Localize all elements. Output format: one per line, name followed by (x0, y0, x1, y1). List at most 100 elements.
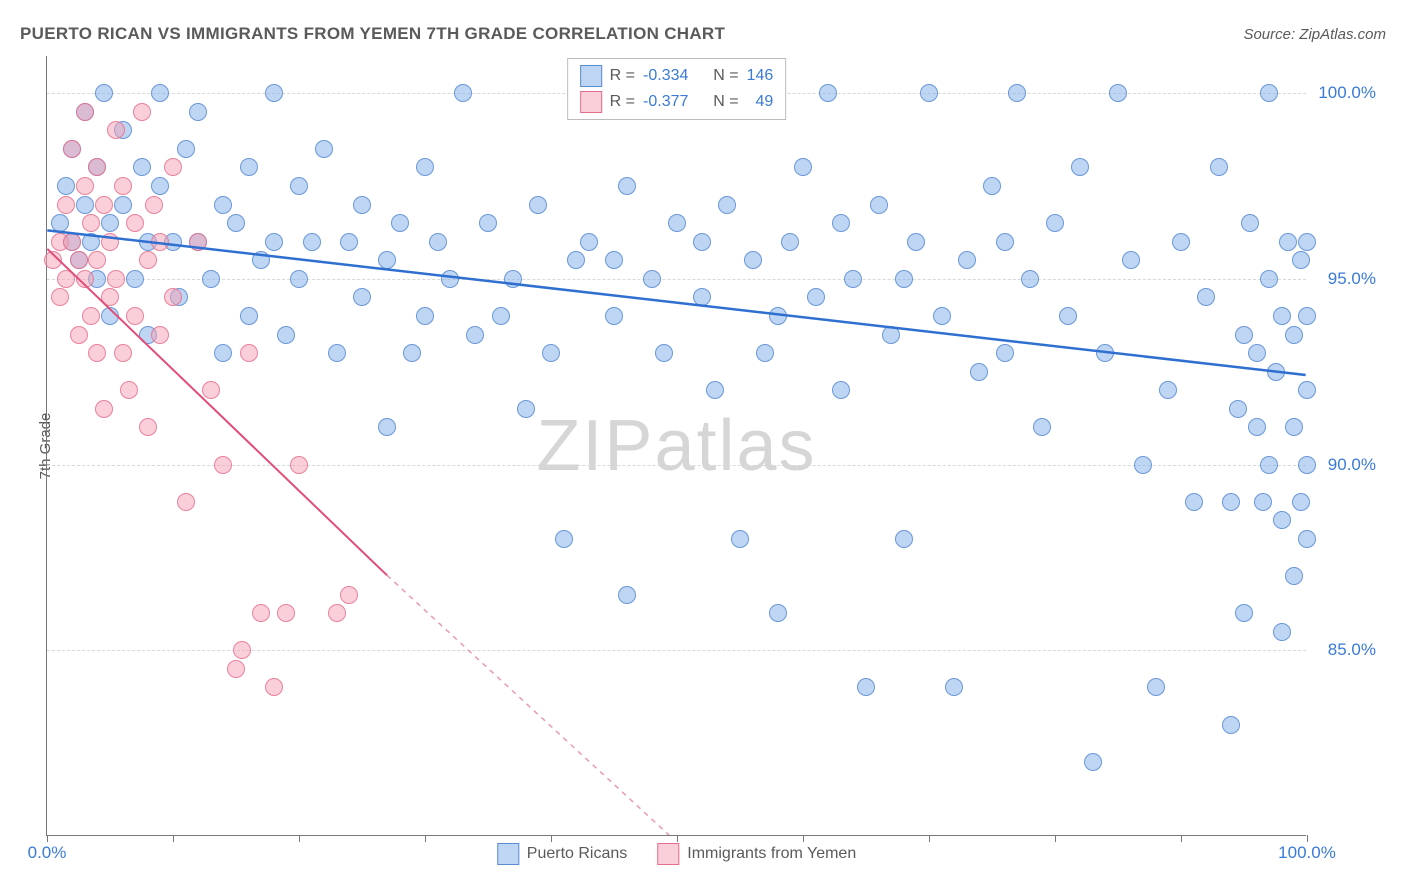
scatter-point (693, 288, 711, 306)
x-tick (299, 835, 300, 842)
correlation-legend: R =-0.334 N =146R =-0.377 N = 49 (567, 58, 787, 120)
scatter-point (88, 158, 106, 176)
scatter-point (1071, 158, 1089, 176)
scatter-point (857, 678, 875, 696)
scatter-point (114, 177, 132, 195)
watermark: ZIPatlas (536, 405, 816, 487)
scatter-point (139, 251, 157, 269)
gridline (47, 465, 1306, 466)
scatter-point (769, 604, 787, 622)
scatter-point (151, 233, 169, 251)
scatter-point (1033, 418, 1051, 436)
scatter-point (151, 326, 169, 344)
scatter-point (126, 214, 144, 232)
scatter-point (164, 288, 182, 306)
scatter-point (1292, 493, 1310, 511)
scatter-point (82, 307, 100, 325)
scatter-point (744, 251, 762, 269)
scatter-point (542, 344, 560, 362)
scatter-point (114, 196, 132, 214)
scatter-point (303, 233, 321, 251)
scatter-point (315, 140, 333, 158)
scatter-point (504, 270, 522, 288)
scatter-point (63, 140, 81, 158)
scatter-point (145, 196, 163, 214)
scatter-point (95, 196, 113, 214)
scatter-point (1292, 251, 1310, 269)
scatter-point (177, 140, 195, 158)
scatter-point (101, 307, 119, 325)
scatter-point (441, 270, 459, 288)
scatter-point (895, 270, 913, 288)
scatter-point (643, 270, 661, 288)
scatter-point (466, 326, 484, 344)
chart-title: PUERTO RICAN VS IMMIGRANTS FROM YEMEN 7T… (20, 24, 725, 44)
scatter-point (1008, 84, 1026, 102)
scatter-point (668, 214, 686, 232)
scatter-point (567, 251, 585, 269)
scatter-point (95, 400, 113, 418)
legend-n-label: N = (713, 67, 738, 85)
scatter-point (1046, 214, 1064, 232)
x-tick (47, 835, 48, 842)
scatter-point (844, 270, 862, 288)
scatter-point (378, 418, 396, 436)
scatter-point (1285, 326, 1303, 344)
scatter-point (1267, 363, 1285, 381)
scatter-point (57, 196, 75, 214)
scatter-point (151, 177, 169, 195)
scatter-point (252, 251, 270, 269)
scatter-plot: ZIPatlas R =-0.334 N =146R =-0.377 N = 4… (46, 56, 1306, 836)
scatter-point (101, 288, 119, 306)
x-tick (1181, 835, 1182, 842)
scatter-point (340, 233, 358, 251)
scatter-point (340, 586, 358, 604)
trend-lines-svg (47, 56, 1306, 835)
scatter-point (555, 530, 573, 548)
scatter-point (1298, 381, 1316, 399)
scatter-point (1059, 307, 1077, 325)
legend-swatch (497, 843, 519, 865)
scatter-point (1298, 530, 1316, 548)
scatter-point (265, 678, 283, 696)
scatter-point (1210, 158, 1228, 176)
scatter-point (706, 381, 724, 399)
scatter-point (1096, 344, 1114, 362)
x-tick (551, 835, 552, 842)
scatter-point (1229, 400, 1247, 418)
scatter-point (1279, 233, 1297, 251)
scatter-point (769, 307, 787, 325)
scatter-point (214, 456, 232, 474)
scatter-point (529, 196, 547, 214)
scatter-point (1222, 493, 1240, 511)
scatter-point (832, 214, 850, 232)
scatter-point (107, 121, 125, 139)
scatter-point (958, 251, 976, 269)
scatter-point (1285, 418, 1303, 436)
scatter-point (44, 251, 62, 269)
scatter-point (996, 233, 1014, 251)
scatter-point (76, 177, 94, 195)
scatter-point (290, 177, 308, 195)
legend-swatch (580, 65, 602, 87)
legend-swatch (657, 843, 679, 865)
legend-label: Immigrants from Yemen (687, 845, 856, 863)
scatter-point (1122, 251, 1140, 269)
legend-item: Immigrants from Yemen (657, 843, 856, 865)
scatter-point (605, 307, 623, 325)
scatter-point (882, 326, 900, 344)
scatter-point (76, 103, 94, 121)
legend-item: Puerto Ricans (497, 843, 628, 865)
scatter-point (1273, 511, 1291, 529)
scatter-point (756, 344, 774, 362)
scatter-point (781, 233, 799, 251)
scatter-point (492, 307, 510, 325)
scatter-point (819, 84, 837, 102)
scatter-point (88, 344, 106, 362)
scatter-point (290, 270, 308, 288)
scatter-point (1134, 456, 1152, 474)
y-tick-label: 95.0% (1328, 269, 1376, 289)
scatter-point (51, 288, 69, 306)
y-tick-label: 100.0% (1318, 83, 1376, 103)
scatter-point (907, 233, 925, 251)
